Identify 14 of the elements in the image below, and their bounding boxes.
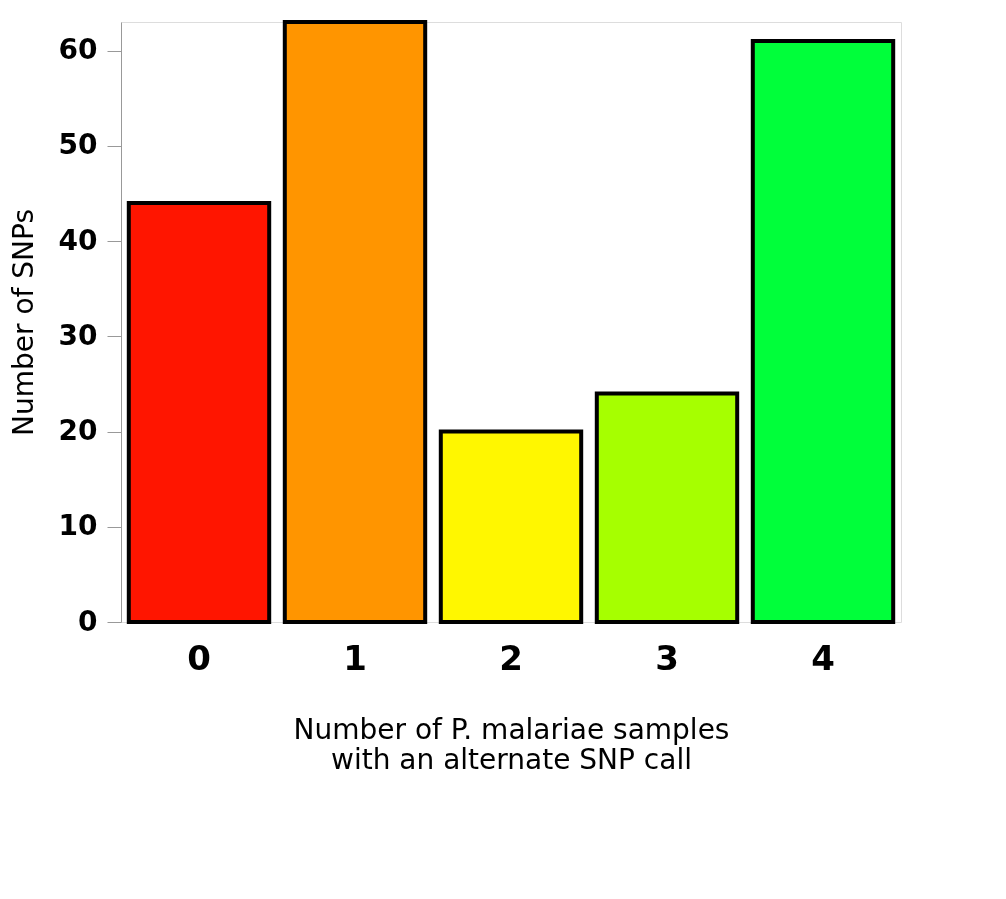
x-tick-label: 0: [187, 637, 211, 678]
x-tick-label: 4: [811, 637, 835, 678]
x-tick-label: 3: [655, 637, 679, 678]
y-tick-label: 10: [58, 509, 98, 543]
y-tick-label: 60: [58, 33, 98, 67]
y-tick-label: 20: [58, 414, 98, 448]
x-tick-label: 2: [499, 637, 523, 678]
y-tick-label: 30: [58, 318, 98, 352]
y-tick-label: 0: [78, 604, 98, 638]
y-tick-label: 50: [58, 128, 98, 162]
x-axis-title: Number of P. malariae samples with an alternate SNP call: [293, 712, 730, 776]
y-axis-title: Number of SNPs: [6, 209, 40, 436]
y-tick-label: 40: [58, 223, 98, 257]
x-tick-label: 1: [343, 637, 367, 678]
